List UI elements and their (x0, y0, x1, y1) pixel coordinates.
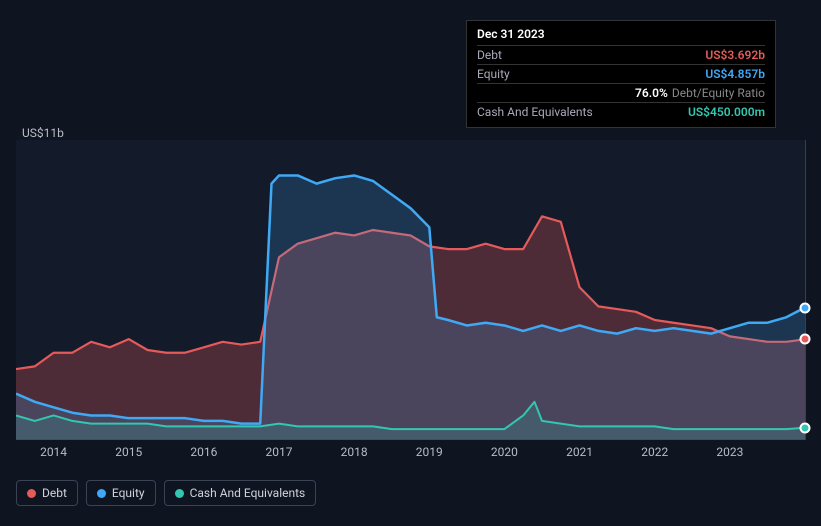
x-axis: 2014 2015 2016 2017 2018 2019 2020 2021 2022 2023 (16, 445, 805, 465)
legend-label: Cash And Equivalents (190, 486, 306, 500)
chart-legend: Debt Equity Cash And Equivalents (16, 480, 316, 506)
tooltip-value-debt: US$3.692b (705, 48, 765, 62)
chart-svg (16, 140, 805, 440)
legend-item-equity[interactable]: Equity (86, 480, 156, 506)
legend-dot-icon (97, 489, 106, 498)
x-tick: 2020 (491, 445, 518, 459)
tooltip-value-equity: US$4.857b (705, 67, 765, 81)
x-tick: 2017 (266, 445, 293, 459)
end-marker-equity (800, 302, 811, 313)
x-tick: 2022 (641, 445, 668, 459)
end-marker-debt (800, 334, 811, 345)
chart-hover-line (805, 140, 806, 440)
tooltip-row-ratio: 76.0%Debt/Equity Ratio (477, 83, 765, 102)
x-tick: 2023 (716, 445, 743, 459)
legend-label: Equity (112, 486, 145, 500)
chart-tooltip: Dec 31 2023 Debt US$3.692b Equity US$4.8… (466, 20, 776, 128)
y-axis-top-label: US$11b (22, 126, 64, 140)
tooltip-row-equity: Equity US$4.857b (477, 64, 765, 83)
tooltip-row-cash: Cash And Equivalents US$450.000m (477, 102, 765, 121)
x-tick: 2015 (115, 445, 142, 459)
legend-dot-icon (175, 489, 184, 498)
tooltip-value-ratio: 76.0%Debt/Equity Ratio (635, 86, 765, 100)
tooltip-row-debt: Debt US$3.692b (477, 45, 765, 64)
tooltip-label-debt: Debt (477, 48, 502, 62)
legend-dot-icon (27, 489, 36, 498)
legend-item-cash[interactable]: Cash And Equivalents (164, 480, 317, 506)
chart-plot-area[interactable] (16, 140, 805, 440)
end-marker-cash (800, 422, 811, 433)
tooltip-title: Dec 31 2023 (477, 27, 765, 45)
x-tick: 2014 (40, 445, 67, 459)
x-tick: 2016 (190, 445, 217, 459)
x-tick: 2021 (566, 445, 593, 459)
tooltip-label-equity: Equity (477, 67, 510, 81)
legend-item-debt[interactable]: Debt (16, 480, 78, 506)
tooltip-label-cash: Cash And Equivalents (477, 105, 593, 119)
x-tick: 2019 (416, 445, 443, 459)
tooltip-value-cash: US$450.000m (688, 105, 765, 119)
x-tick: 2018 (341, 445, 368, 459)
legend-label: Debt (42, 486, 67, 500)
